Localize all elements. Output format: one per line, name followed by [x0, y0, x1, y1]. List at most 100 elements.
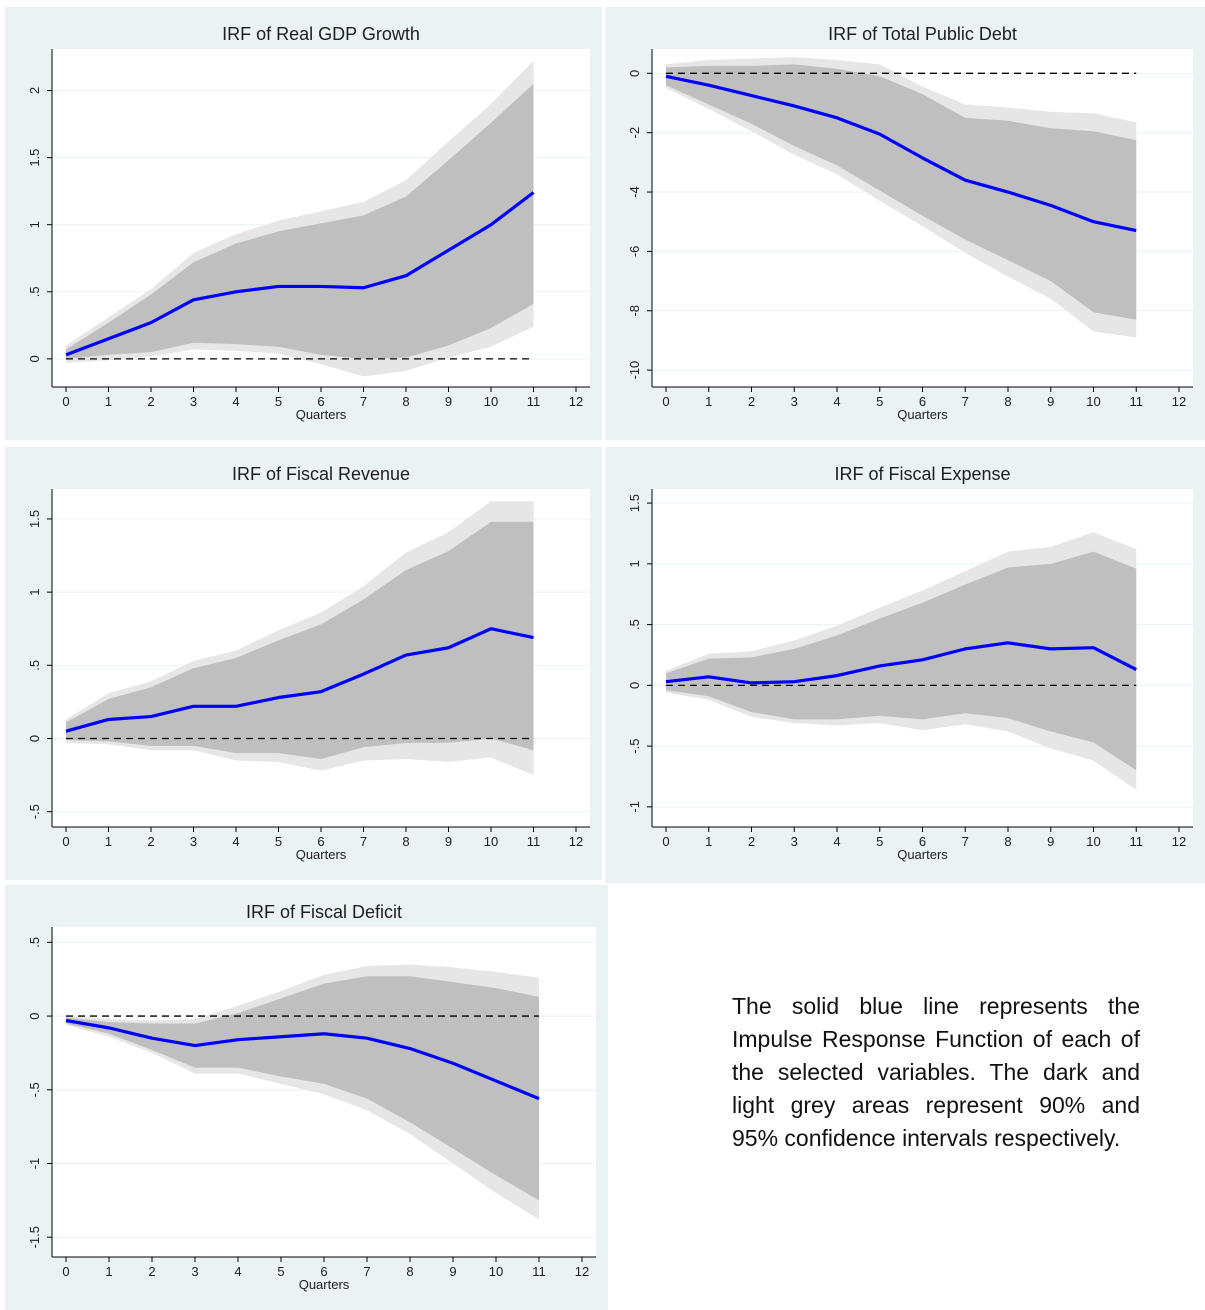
- x-tick-label: 4: [232, 834, 239, 849]
- x-tick-label: 8: [402, 394, 409, 409]
- x-tick-label: 12: [1172, 834, 1186, 849]
- y-tick-label: -4: [627, 186, 642, 198]
- x-tick-label: 4: [833, 394, 840, 409]
- x-tick-label: 5: [275, 834, 282, 849]
- x-tick-label: 8: [402, 834, 409, 849]
- x-axis-label: Quarters: [897, 407, 948, 422]
- x-tick-label: 0: [662, 394, 669, 409]
- x-tick-label: 10: [484, 834, 498, 849]
- y-tick-label: 0: [27, 1012, 42, 1019]
- x-tick-label: 12: [569, 834, 583, 849]
- ci90-band: [66, 976, 539, 1201]
- irf-line: [65, 191, 535, 357]
- x-tick-label: 5: [876, 834, 883, 849]
- x-tick-label: 1: [705, 834, 712, 849]
- x-tick-label: 1: [105, 834, 112, 849]
- x-tick-label: 10: [1086, 834, 1100, 849]
- x-tick-label: 3: [191, 1264, 198, 1279]
- y-tick-label: -2: [627, 127, 642, 139]
- x-tick-label: 5: [275, 394, 282, 409]
- x-tick-label: 2: [147, 394, 154, 409]
- x-tick-label: 6: [320, 1264, 327, 1279]
- x-tick-label: 11: [1130, 834, 1144, 849]
- x-tick-label: 8: [406, 1264, 413, 1279]
- chart-panel-real-gdp-growth: 0 1 2 3 4 5 6 7 8 9 10 11 12 0.5 1 1.5 2 IRF of Real GDP …: [5, 7, 602, 440]
- y-tick-label: 0: [627, 682, 642, 689]
- x-tick-label: 10: [489, 1264, 503, 1279]
- x-tick-label: 12: [575, 1264, 589, 1279]
- y-tick-label: .5: [27, 286, 42, 297]
- x-tick-label: 9: [1047, 834, 1054, 849]
- irf-line: [665, 74, 1137, 233]
- x-tick-label: 5: [876, 394, 883, 409]
- x-tick-label: 3: [190, 834, 197, 849]
- ci90-band: [666, 64, 1137, 320]
- x-tick-label: 4: [833, 834, 840, 849]
- x-tick-label: 7: [360, 394, 367, 409]
- y-tick-label: .5: [27, 937, 42, 948]
- x-tick-label: 9: [445, 834, 452, 849]
- x-tick-label: 1: [705, 394, 712, 409]
- ci90-band: [66, 83, 534, 359]
- x-tick-label: 6: [919, 394, 926, 409]
- y-tick-label: .5: [627, 619, 642, 630]
- x-tick-label: 10: [1086, 394, 1100, 409]
- x-tick-label: 9: [449, 1264, 456, 1279]
- x-tick-label: 2: [748, 394, 755, 409]
- irf-line: [65, 627, 534, 733]
- x-axis-label: Quarters: [897, 847, 948, 862]
- x-tick-label: 12: [1172, 394, 1186, 409]
- irf-line: [65, 1018, 540, 1101]
- x-tick-label: 11: [527, 834, 541, 849]
- ci90-band: [666, 551, 1137, 771]
- chart-panel-fiscal-deficit: 0 1 2 3 4 5 6 7 8 9 10 11 12.5 0 -.5 -1 -1.5 IRF of Fisca…: [5, 885, 608, 1310]
- x-tick-label: 11: [1130, 394, 1144, 409]
- chart-panel-total-public-debt: 0 1 2 3 4 5 6 7 8 9 10 11 12 0 -2 -4 -6 -8 -10 IRF of Total…: [605, 7, 1205, 440]
- figure-note: The solid blue line represents the Impul…: [732, 993, 1140, 1151]
- y-tick-label: 1: [27, 221, 42, 228]
- x-tick-label: 11: [527, 394, 541, 409]
- x-tick-label: 5: [277, 1264, 284, 1279]
- y-tick-label: -6: [627, 246, 642, 258]
- x-tick-label: 3: [190, 394, 197, 409]
- x-tick-label: 8: [1004, 394, 1011, 409]
- x-tick-label: 12: [569, 394, 583, 409]
- chart-title: IRF of Total Public Debt: [828, 24, 1017, 44]
- x-tick-label: 2: [148, 1264, 155, 1279]
- chart-title: IRF of Real GDP Growth: [222, 24, 420, 44]
- y-tick-label: 0: [27, 735, 42, 742]
- x-tick-label: 3: [791, 394, 798, 409]
- x-tick-label: 1: [105, 394, 112, 409]
- y-tick-label: 1.5: [27, 149, 42, 167]
- x-tick-label: 7: [360, 834, 367, 849]
- x-axis-label: Quarters: [296, 407, 347, 422]
- y-tick-label: -1: [627, 801, 642, 813]
- x-tick-label: 10: [484, 394, 498, 409]
- y-tick-label: -.5: [627, 739, 642, 754]
- y-tick-label: 0: [27, 355, 42, 362]
- chart-title: IRF of Fiscal Revenue: [232, 464, 410, 484]
- x-axis-label: Quarters: [296, 847, 347, 862]
- x-tick-label: 6: [317, 394, 324, 409]
- x-tick-label: 7: [962, 394, 969, 409]
- x-tick-label: 4: [232, 394, 239, 409]
- x-tick-label: 1: [105, 1264, 112, 1279]
- x-tick-label: 7: [962, 834, 969, 849]
- y-tick-label: -.5: [27, 804, 42, 819]
- x-tick-label: 9: [445, 394, 452, 409]
- x-tick-label: 11: [532, 1264, 546, 1279]
- x-tick-label: 9: [1047, 394, 1054, 409]
- x-tick-label: 2: [748, 834, 755, 849]
- y-tick-label: .5: [27, 660, 42, 671]
- x-tick-label: 0: [62, 834, 69, 849]
- y-tick-label: -1.5: [27, 1226, 42, 1248]
- y-tick-label: 1: [27, 589, 42, 596]
- x-tick-label: 2: [147, 834, 154, 849]
- y-tick-label: 1.5: [627, 494, 642, 512]
- x-tick-label: 8: [1004, 834, 1011, 849]
- x-tick-label: 0: [62, 1264, 69, 1279]
- x-tick-label: 0: [662, 834, 669, 849]
